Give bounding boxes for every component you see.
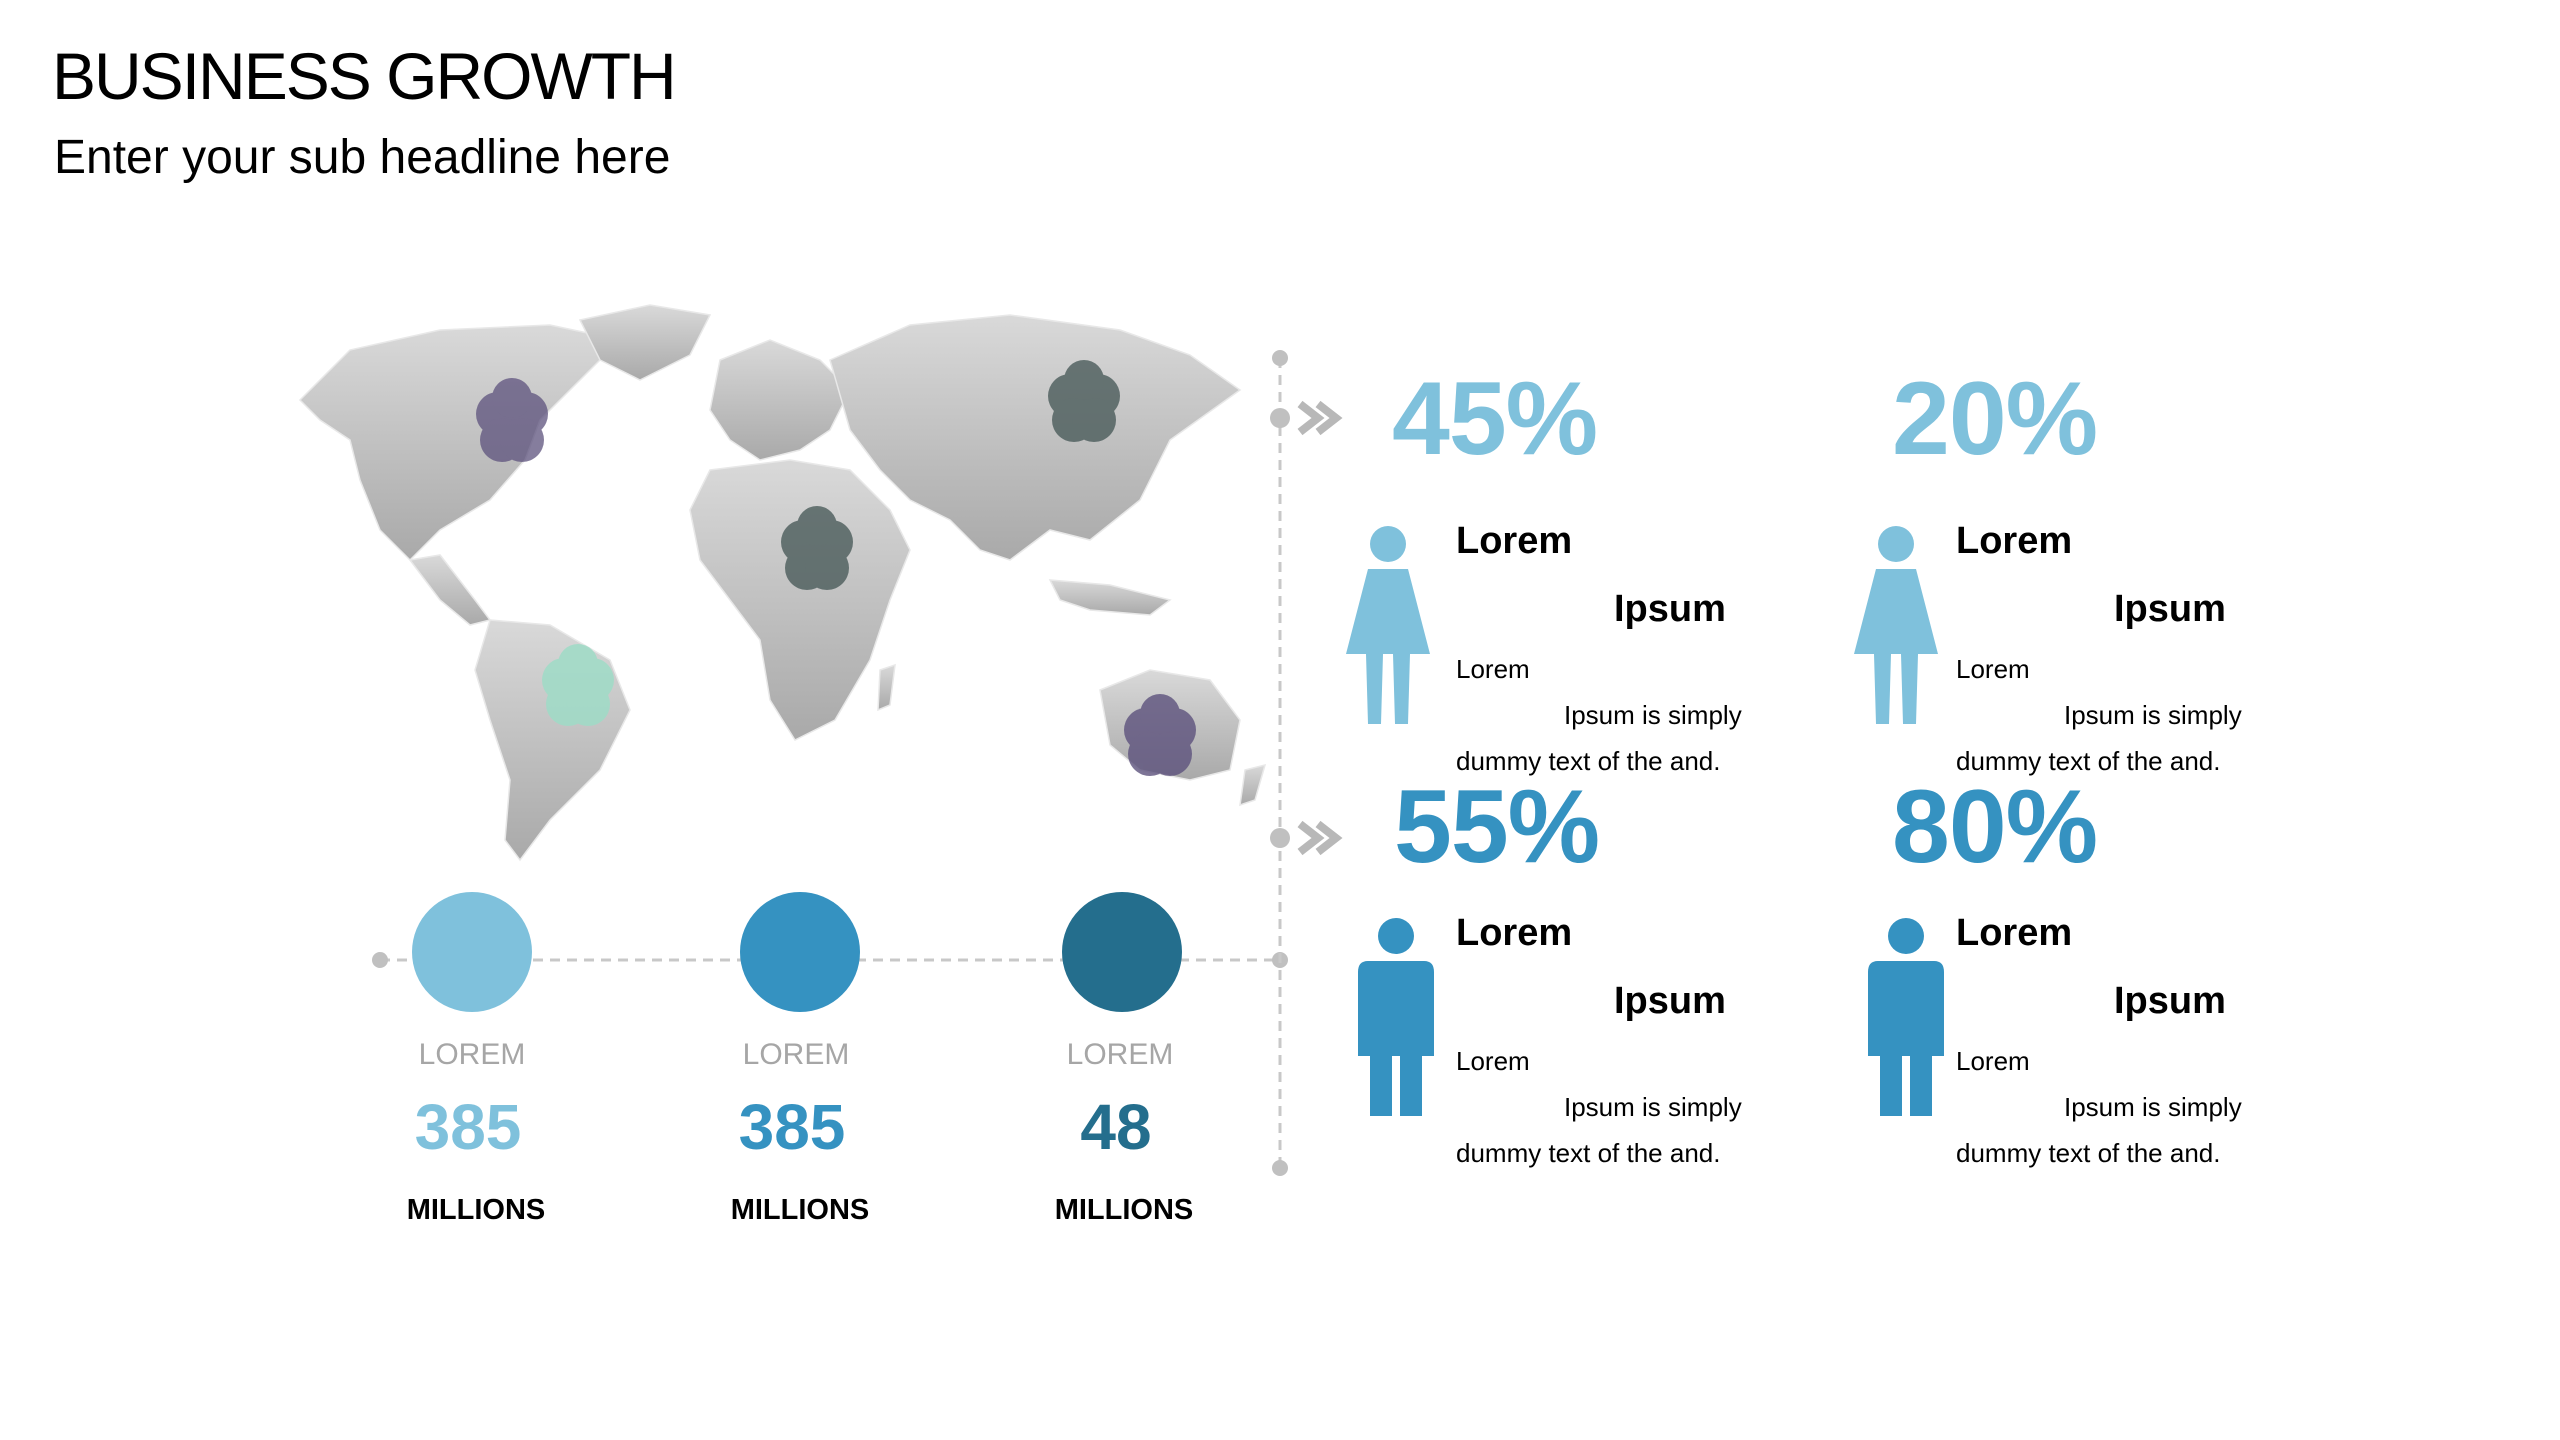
male-person-icon: [1358, 918, 1434, 1116]
madagascar-shape: [877, 663, 896, 712]
vertical-bottom-dot: [1272, 1160, 1288, 1176]
stat-value-2: 385: [738, 1091, 846, 1163]
greenland-shape: [578, 304, 712, 381]
card-title-1-line1: Lorem: [1456, 520, 1573, 562]
card-title-3-line2: Ipsum: [1614, 980, 1726, 1022]
europe-shape: [709, 339, 851, 461]
stat-label-3: LOREM: [1066, 1038, 1174, 1071]
female-person-icon: [1346, 526, 1430, 724]
card-title-3-line1: Lorem: [1456, 912, 1573, 954]
card-desc-3-line2: Ipsum is simply: [1564, 1092, 1742, 1122]
stat-value-3: 48: [1080, 1091, 1152, 1163]
vertical-top-dot: [1272, 350, 1288, 366]
stat-unit-1: MILLIONS: [406, 1194, 546, 1226]
card-title-2-line2: Ipsum: [2114, 588, 2226, 630]
world-map: [298, 304, 1267, 862]
marker-australia: [1124, 694, 1196, 776]
card-desc-4-line2: Ipsum is simply: [2064, 1092, 2242, 1122]
page-subtitle: Enter your sub headline here: [54, 131, 671, 184]
asia-shape: [829, 314, 1242, 561]
card-desc-4-line1: Lorem: [1956, 1046, 2030, 1076]
card-desc-4-line3: dummy text of the and.: [1956, 1138, 2221, 1168]
marker-north-america: [476, 378, 548, 462]
card-desc-1-line1: Lorem: [1456, 654, 1530, 684]
card-percent-3: 55%: [1394, 769, 1600, 885]
stat-circle-3: [1062, 892, 1182, 1012]
arrow-row1-dot: [1270, 408, 1290, 428]
timeline-start-dot: [372, 952, 388, 968]
marker-asia: [1048, 360, 1120, 442]
card-title-1-line2: Ipsum: [1614, 588, 1726, 630]
card-desc-2-line2: Ipsum is simply: [2064, 700, 2242, 730]
stat-circle-1: [412, 892, 532, 1012]
card-percent-2: 20%: [1892, 361, 2098, 477]
card-percent-4: 80%: [1892, 769, 2098, 885]
arrow-row2-icon: [1297, 820, 1343, 856]
card-desc-1-line2: Ipsum is simply: [1564, 700, 1742, 730]
north-america-shape: [298, 324, 622, 562]
stat-unit-2: MILLIONS: [730, 1194, 870, 1226]
stat-value-1: 385: [414, 1091, 522, 1163]
card-percent-1: 45%: [1392, 361, 1598, 477]
male-person-icon: [1868, 918, 1944, 1116]
card-desc-3-line1: Lorem: [1456, 1046, 1530, 1076]
arrow-row2-dot: [1270, 828, 1290, 848]
card-desc-1-line3: dummy text of the and.: [1456, 746, 1721, 776]
female-person-icon: [1854, 526, 1938, 724]
stat-label-1: LOREM: [418, 1038, 526, 1071]
card-title-2-line1: Lorem: [1956, 520, 2073, 562]
marker-south-america: [542, 644, 614, 726]
card-desc-2-line3: dummy text of the and.: [1956, 746, 2221, 776]
marker-africa: [781, 506, 853, 590]
card-desc-3-line3: dummy text of the and.: [1456, 1138, 1721, 1168]
africa-shape: [689, 459, 911, 741]
arrow-row1-icon: [1297, 400, 1343, 436]
stat-unit-3: MILLIONS: [1054, 1194, 1194, 1226]
new-zealand-shape: [1239, 763, 1267, 807]
page-title: BUSINESS GROWTH: [52, 39, 677, 113]
card-title-4-line2: Ipsum: [2114, 980, 2226, 1022]
stat-circle-2: [740, 892, 860, 1012]
card-title-4-line1: Lorem: [1956, 912, 2073, 954]
southeast-asia-shape: [1048, 579, 1172, 616]
stat-label-2: LOREM: [742, 1038, 850, 1071]
card-desc-2-line1: Lorem: [1956, 654, 2030, 684]
